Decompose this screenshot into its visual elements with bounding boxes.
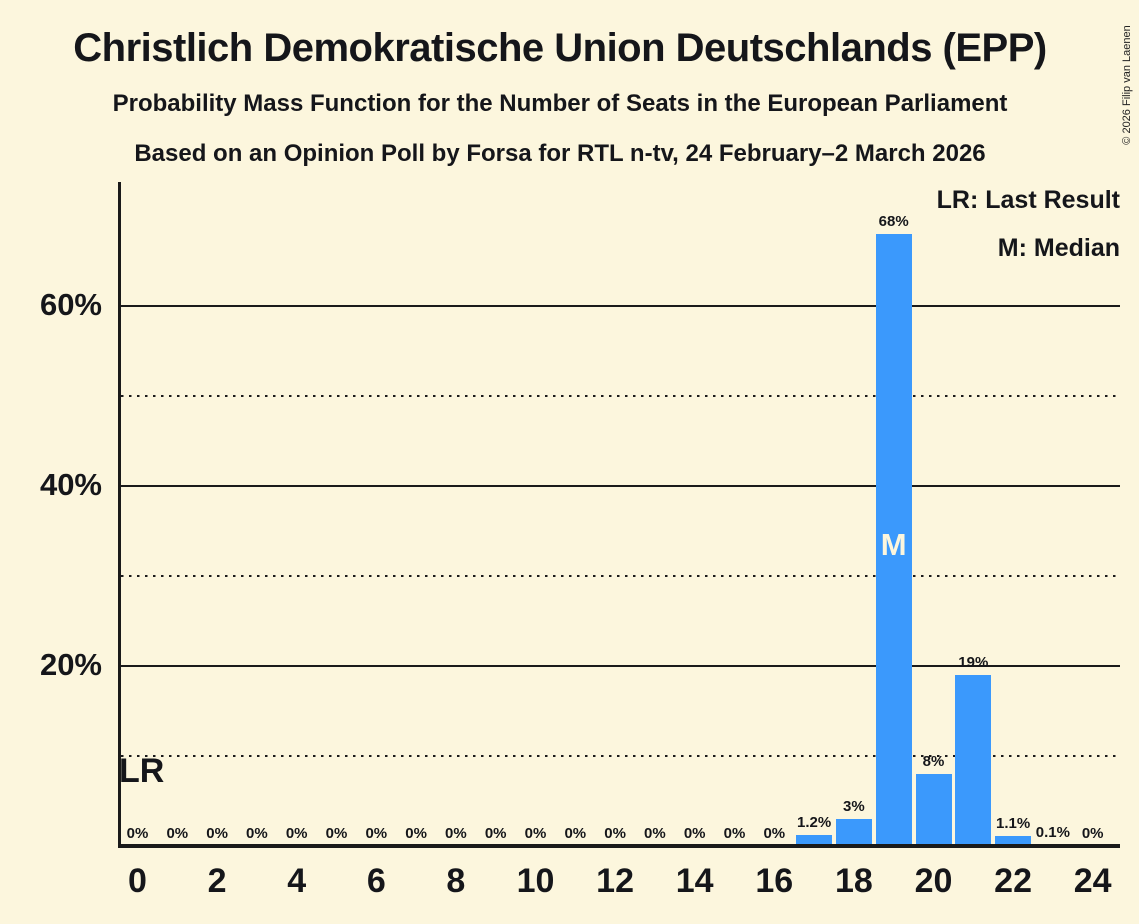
page-title: Christlich Demokratische Union Deutschla… bbox=[73, 26, 1047, 70]
bar-seat-18 bbox=[835, 819, 872, 846]
bar-value-label-seat-14: 0% bbox=[683, 825, 706, 842]
bar-value-label-seat-15: 0% bbox=[723, 825, 746, 842]
bar-value-label-seat-8: 0% bbox=[445, 825, 467, 842]
xtick-label-18: 18 bbox=[834, 862, 873, 900]
last-result-annotation: LR bbox=[119, 752, 165, 790]
bar-seat-17 bbox=[796, 835, 833, 846]
bar-seat-19 bbox=[875, 234, 912, 846]
bar-seat-21 bbox=[955, 675, 992, 846]
bar-value-label-seat-12: 0% bbox=[604, 825, 626, 842]
bar-value-label-seat-13: 0% bbox=[644, 825, 666, 842]
xtick-label-4: 4 bbox=[287, 862, 307, 900]
gridline-60pct bbox=[121, 305, 1120, 307]
bar-value-label-seat-1: 0% bbox=[166, 825, 189, 842]
bar-value-label-seat-19: 68% bbox=[878, 213, 909, 230]
xtick-label-8: 8 bbox=[446, 862, 466, 900]
bar-value-label-seat-7: 0% bbox=[405, 825, 427, 842]
xtick-label-14: 14 bbox=[675, 862, 714, 900]
bar-value-label-seat-16: 0% bbox=[763, 825, 786, 842]
ytick-label-20: 20% bbox=[39, 647, 102, 682]
bar-value-label-seat-2: 0% bbox=[206, 825, 228, 842]
bar-seat-22 bbox=[995, 836, 1032, 846]
xtick-label-0: 0 bbox=[128, 862, 147, 900]
xtick-label-6: 6 bbox=[366, 862, 386, 900]
xtick-label-12: 12 bbox=[596, 862, 634, 900]
bar-value-label-seat-20: 8% bbox=[922, 753, 945, 770]
bar-value-label-seat-5: 0% bbox=[325, 825, 348, 842]
chart-subtitle: Probability Mass Function for the Number… bbox=[112, 90, 1008, 117]
dotted-gridline-30pct bbox=[121, 575, 1120, 577]
bar-value-label-seat-11: 0% bbox=[564, 825, 587, 842]
x-axis-line bbox=[118, 844, 1120, 848]
ytick-label-60: 60% bbox=[39, 287, 102, 322]
bar-value-label-seat-3: 0% bbox=[246, 825, 268, 842]
gridline-20pct bbox=[121, 665, 1120, 667]
bar-seat-20 bbox=[915, 774, 952, 846]
bar-value-label-seat-23: 0.1% bbox=[1035, 824, 1070, 841]
gridline-40pct bbox=[121, 485, 1120, 487]
bar-value-label-seat-10: 0% bbox=[524, 825, 547, 842]
bar-value-label-seat-9: 0% bbox=[484, 825, 507, 842]
xtick-label-24: 24 bbox=[1073, 862, 1112, 900]
copyright-notice: © 2026 Filip van Laenen bbox=[1121, 25, 1133, 145]
bar-value-label-seat-18: 3% bbox=[843, 798, 865, 815]
dotted-gridline-10pct bbox=[121, 755, 1120, 757]
bar-value-label-seat-4: 0% bbox=[285, 825, 308, 842]
xtick-label-22: 22 bbox=[994, 862, 1032, 900]
xtick-label-2: 2 bbox=[207, 862, 227, 900]
dotted-gridline-50pct bbox=[121, 395, 1120, 397]
median-annotation: M bbox=[880, 527, 907, 562]
bar-value-label-seat-24: 0% bbox=[1081, 825, 1104, 842]
bar-value-label-seat-21: 19% bbox=[958, 654, 989, 671]
ytick-label-40: 40% bbox=[39, 467, 102, 502]
bar-value-label-seat-22: 1.1% bbox=[995, 815, 1031, 832]
xtick-label-16: 16 bbox=[755, 862, 794, 900]
chart-source-subtitle: Based on an Opinion Poll by Forsa for RT… bbox=[134, 140, 986, 167]
y-axis-line bbox=[118, 182, 121, 848]
legend-median: M: Median bbox=[997, 234, 1120, 262]
bar-value-label-seat-6: 0% bbox=[365, 825, 388, 842]
xtick-label-20: 20 bbox=[914, 862, 953, 900]
xtick-label-10: 10 bbox=[516, 862, 555, 900]
bar-value-label-seat-17: 1.2% bbox=[796, 814, 832, 831]
legend-last-result: LR: Last Result bbox=[936, 186, 1120, 214]
bar-value-label-seat-0: 0% bbox=[126, 825, 149, 842]
